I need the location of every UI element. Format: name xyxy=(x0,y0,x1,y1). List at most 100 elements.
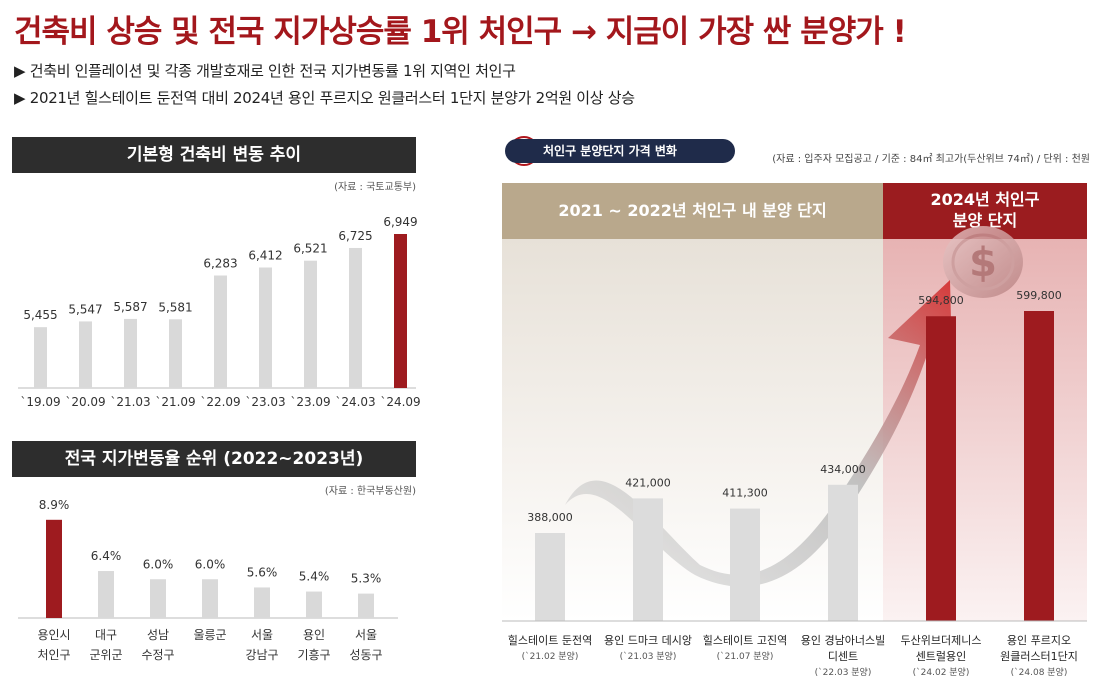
bar xyxy=(1024,311,1054,621)
bar xyxy=(828,484,858,621)
bar xyxy=(304,260,317,388)
bar xyxy=(633,498,663,621)
tick-label: 성동구 xyxy=(349,648,382,662)
data-label: 5,581 xyxy=(158,300,192,314)
data-label: 8.9% xyxy=(39,498,70,512)
group-header-2024-line: 2024년 처인구 xyxy=(930,190,1040,209)
bar xyxy=(358,593,374,618)
tick-label-line: 용인 푸르지오 xyxy=(1006,634,1072,647)
bar xyxy=(169,319,182,388)
tick-label: `22.09 xyxy=(200,395,240,409)
tick-label-date: (`22.03 분양) xyxy=(814,668,872,678)
tick-label-line: 용인 드마크 데시앙 xyxy=(604,634,692,647)
bullet-2: ▶ 2021년 힐스테이트 둔전역 대비 2024년 용인 푸르지오 원클러스터… xyxy=(14,89,635,107)
data-label: 434,000 xyxy=(820,463,866,476)
bar xyxy=(254,587,270,618)
data-label: 5,455 xyxy=(23,308,57,322)
presale-price-source: (자료 : 입주자 모집공고 / 기준 : 84㎡ 최고가(두산위브 74㎡) … xyxy=(772,154,1090,165)
tick-label-date: (`21.02 분양) xyxy=(521,652,579,662)
data-label: 421,000 xyxy=(625,476,671,489)
bar xyxy=(124,318,137,388)
coin-icon: $ xyxy=(943,226,1023,298)
data-label: 6.4% xyxy=(91,549,122,563)
tick-label: `24.09 xyxy=(380,395,420,409)
data-label: 5,547 xyxy=(68,302,102,316)
data-label: 411,300 xyxy=(722,487,768,500)
tick-label: 용인 xyxy=(303,628,325,642)
tick-label: 울릉군 xyxy=(193,628,226,642)
tick-label-line: 디센트 xyxy=(827,650,859,663)
construction-cost-chart-title: 기본형 건축비 변동 추이 xyxy=(12,137,416,173)
bar xyxy=(926,316,956,621)
data-label: 6,521 xyxy=(293,242,327,256)
bar xyxy=(535,533,565,621)
tick-label: `21.09 xyxy=(155,395,195,409)
tick-label: 힐스테이트 둔전역 (`21.02 분양) xyxy=(490,633,610,665)
data-label: 6.0% xyxy=(143,557,174,571)
data-label: 5,587 xyxy=(113,300,147,314)
bullet-1: ▶ 건축비 인플레이션 및 각종 개발호재로 인한 전국 지가변동률 1위 지역… xyxy=(14,62,516,80)
data-label: 6.0% xyxy=(195,557,226,571)
data-label: 594,800 xyxy=(918,294,964,307)
tick-label: `24.03 xyxy=(335,395,375,409)
tick-label: `23.03 xyxy=(245,395,285,409)
decoration-layer: $ xyxy=(565,226,1023,587)
tick-label-line: 두산위브더제니스 xyxy=(900,634,982,647)
bar xyxy=(306,591,322,618)
tick-label-date: (`24.02 분양) xyxy=(912,668,970,678)
data-label: 6,412 xyxy=(248,248,282,262)
group-header-2024-line: 분양 단지 xyxy=(952,211,1018,230)
tick-label-date: (`24.08 분양) xyxy=(1010,668,1068,678)
bar xyxy=(79,321,92,388)
bar xyxy=(202,579,218,618)
tick-label: 힐스테이트 고진역 (`21.07 분양) xyxy=(685,633,805,665)
tick-label: 처인구 xyxy=(37,648,70,662)
data-label: 388,000 xyxy=(527,511,573,524)
group-header-2021-2022: 2021 ~ 2022년 처인구 내 분양 단지 xyxy=(502,183,883,239)
group-background-2021-2022 xyxy=(502,239,883,621)
data-label: 599,800 xyxy=(1016,289,1062,302)
tick-label-line: 힐스테이트 고진역 xyxy=(702,634,788,647)
bar xyxy=(150,579,166,618)
data-label: 6,949 xyxy=(383,215,417,229)
svg-text:$: $ xyxy=(969,240,997,286)
tick-label: `19.09 xyxy=(20,395,60,409)
bar xyxy=(730,508,760,621)
tick-label-line: 센트럴용인 xyxy=(915,650,967,663)
bar xyxy=(46,519,62,618)
tick-label-line: 힐스테이트 둔전역 xyxy=(507,634,593,647)
tick-label: 수정구 xyxy=(141,648,174,662)
presale-price-bars: 388,000 421,000 411,300 434,000 594,800 599,8… xyxy=(502,289,1087,622)
tick-label: `23.09 xyxy=(290,395,330,409)
tick-label: 기흥구 xyxy=(297,648,330,662)
tick-label: 성남 xyxy=(147,628,169,642)
tick-label-date: (`21.03 분양) xyxy=(619,652,677,662)
data-label: 6,283 xyxy=(203,257,237,271)
bar xyxy=(349,247,362,388)
tick-label: 대구 xyxy=(95,628,117,642)
bar xyxy=(98,571,114,618)
bar xyxy=(34,327,47,388)
construction-cost-source: (자료 : 국토교통부) xyxy=(334,182,416,193)
tick-label: 강남구 xyxy=(245,648,278,662)
tick-label-date: (`21.07 분양) xyxy=(716,652,774,662)
tick-label-line: 원클러스터1단지 xyxy=(1000,650,1078,663)
tick-label: 서울 xyxy=(355,628,377,642)
data-label: 5.6% xyxy=(247,565,278,579)
data-label: 6,725 xyxy=(338,229,372,243)
data-label: 5.3% xyxy=(351,572,382,586)
tick-label: `20.09 xyxy=(65,395,105,409)
tick-label-line: 용인 경남아너스빌 xyxy=(800,634,886,647)
bar xyxy=(214,275,227,388)
bar xyxy=(394,234,407,388)
land-price-chart-title: 전국 지가변동율 순위 (2022~2023년) xyxy=(12,441,416,477)
tick-label: 서울 xyxy=(251,628,273,642)
tick-label: 용인시 xyxy=(37,628,70,642)
data-label: 5.4% xyxy=(299,570,330,584)
construction-cost-bars: 5,455 `19.09 5,547 `20.09 5,587 `21.03 5,581 `2… xyxy=(18,215,421,409)
